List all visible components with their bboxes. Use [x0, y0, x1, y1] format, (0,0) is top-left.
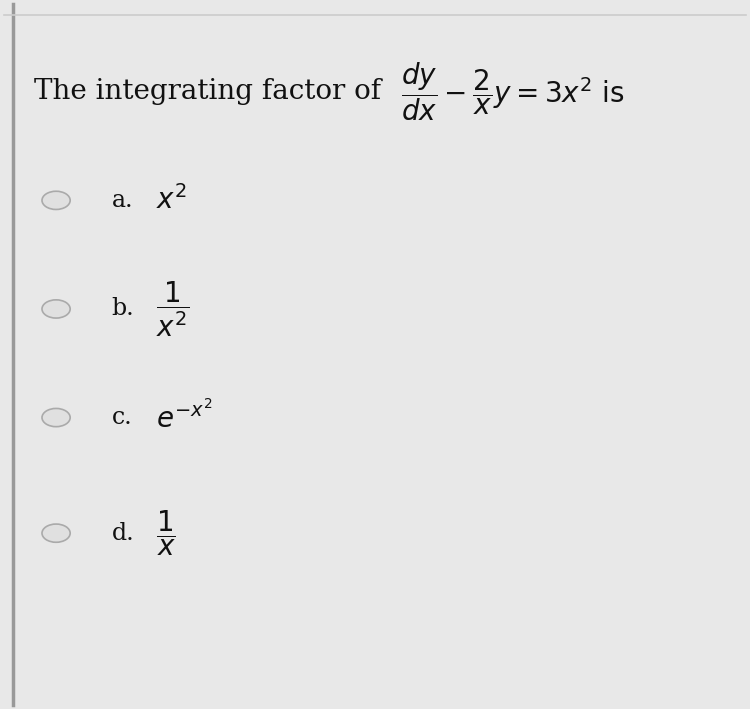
Text: $\dfrac{dy}{dx}-\dfrac{2}{x}y=3x^{2}\ \mathrm{is}$: $\dfrac{dy}{dx}-\dfrac{2}{x}y=3x^{2}\ \m…	[401, 60, 625, 123]
Text: c.: c.	[112, 406, 133, 429]
Text: $x^{2}$: $x^{2}$	[156, 185, 187, 216]
Ellipse shape	[42, 524, 70, 542]
Ellipse shape	[42, 408, 70, 427]
Text: $\dfrac{1}{x}$: $\dfrac{1}{x}$	[156, 508, 176, 558]
Text: a.: a.	[112, 189, 134, 212]
Text: $e^{-x^{2}}$: $e^{-x^{2}}$	[156, 401, 212, 434]
Text: $\dfrac{1}{x^{2}}$: $\dfrac{1}{x^{2}}$	[156, 279, 190, 339]
Ellipse shape	[42, 300, 70, 318]
Text: b.: b.	[112, 298, 134, 320]
Text: The integrating factor of: The integrating factor of	[34, 78, 381, 105]
Ellipse shape	[42, 191, 70, 209]
Text: d.: d.	[112, 522, 134, 545]
